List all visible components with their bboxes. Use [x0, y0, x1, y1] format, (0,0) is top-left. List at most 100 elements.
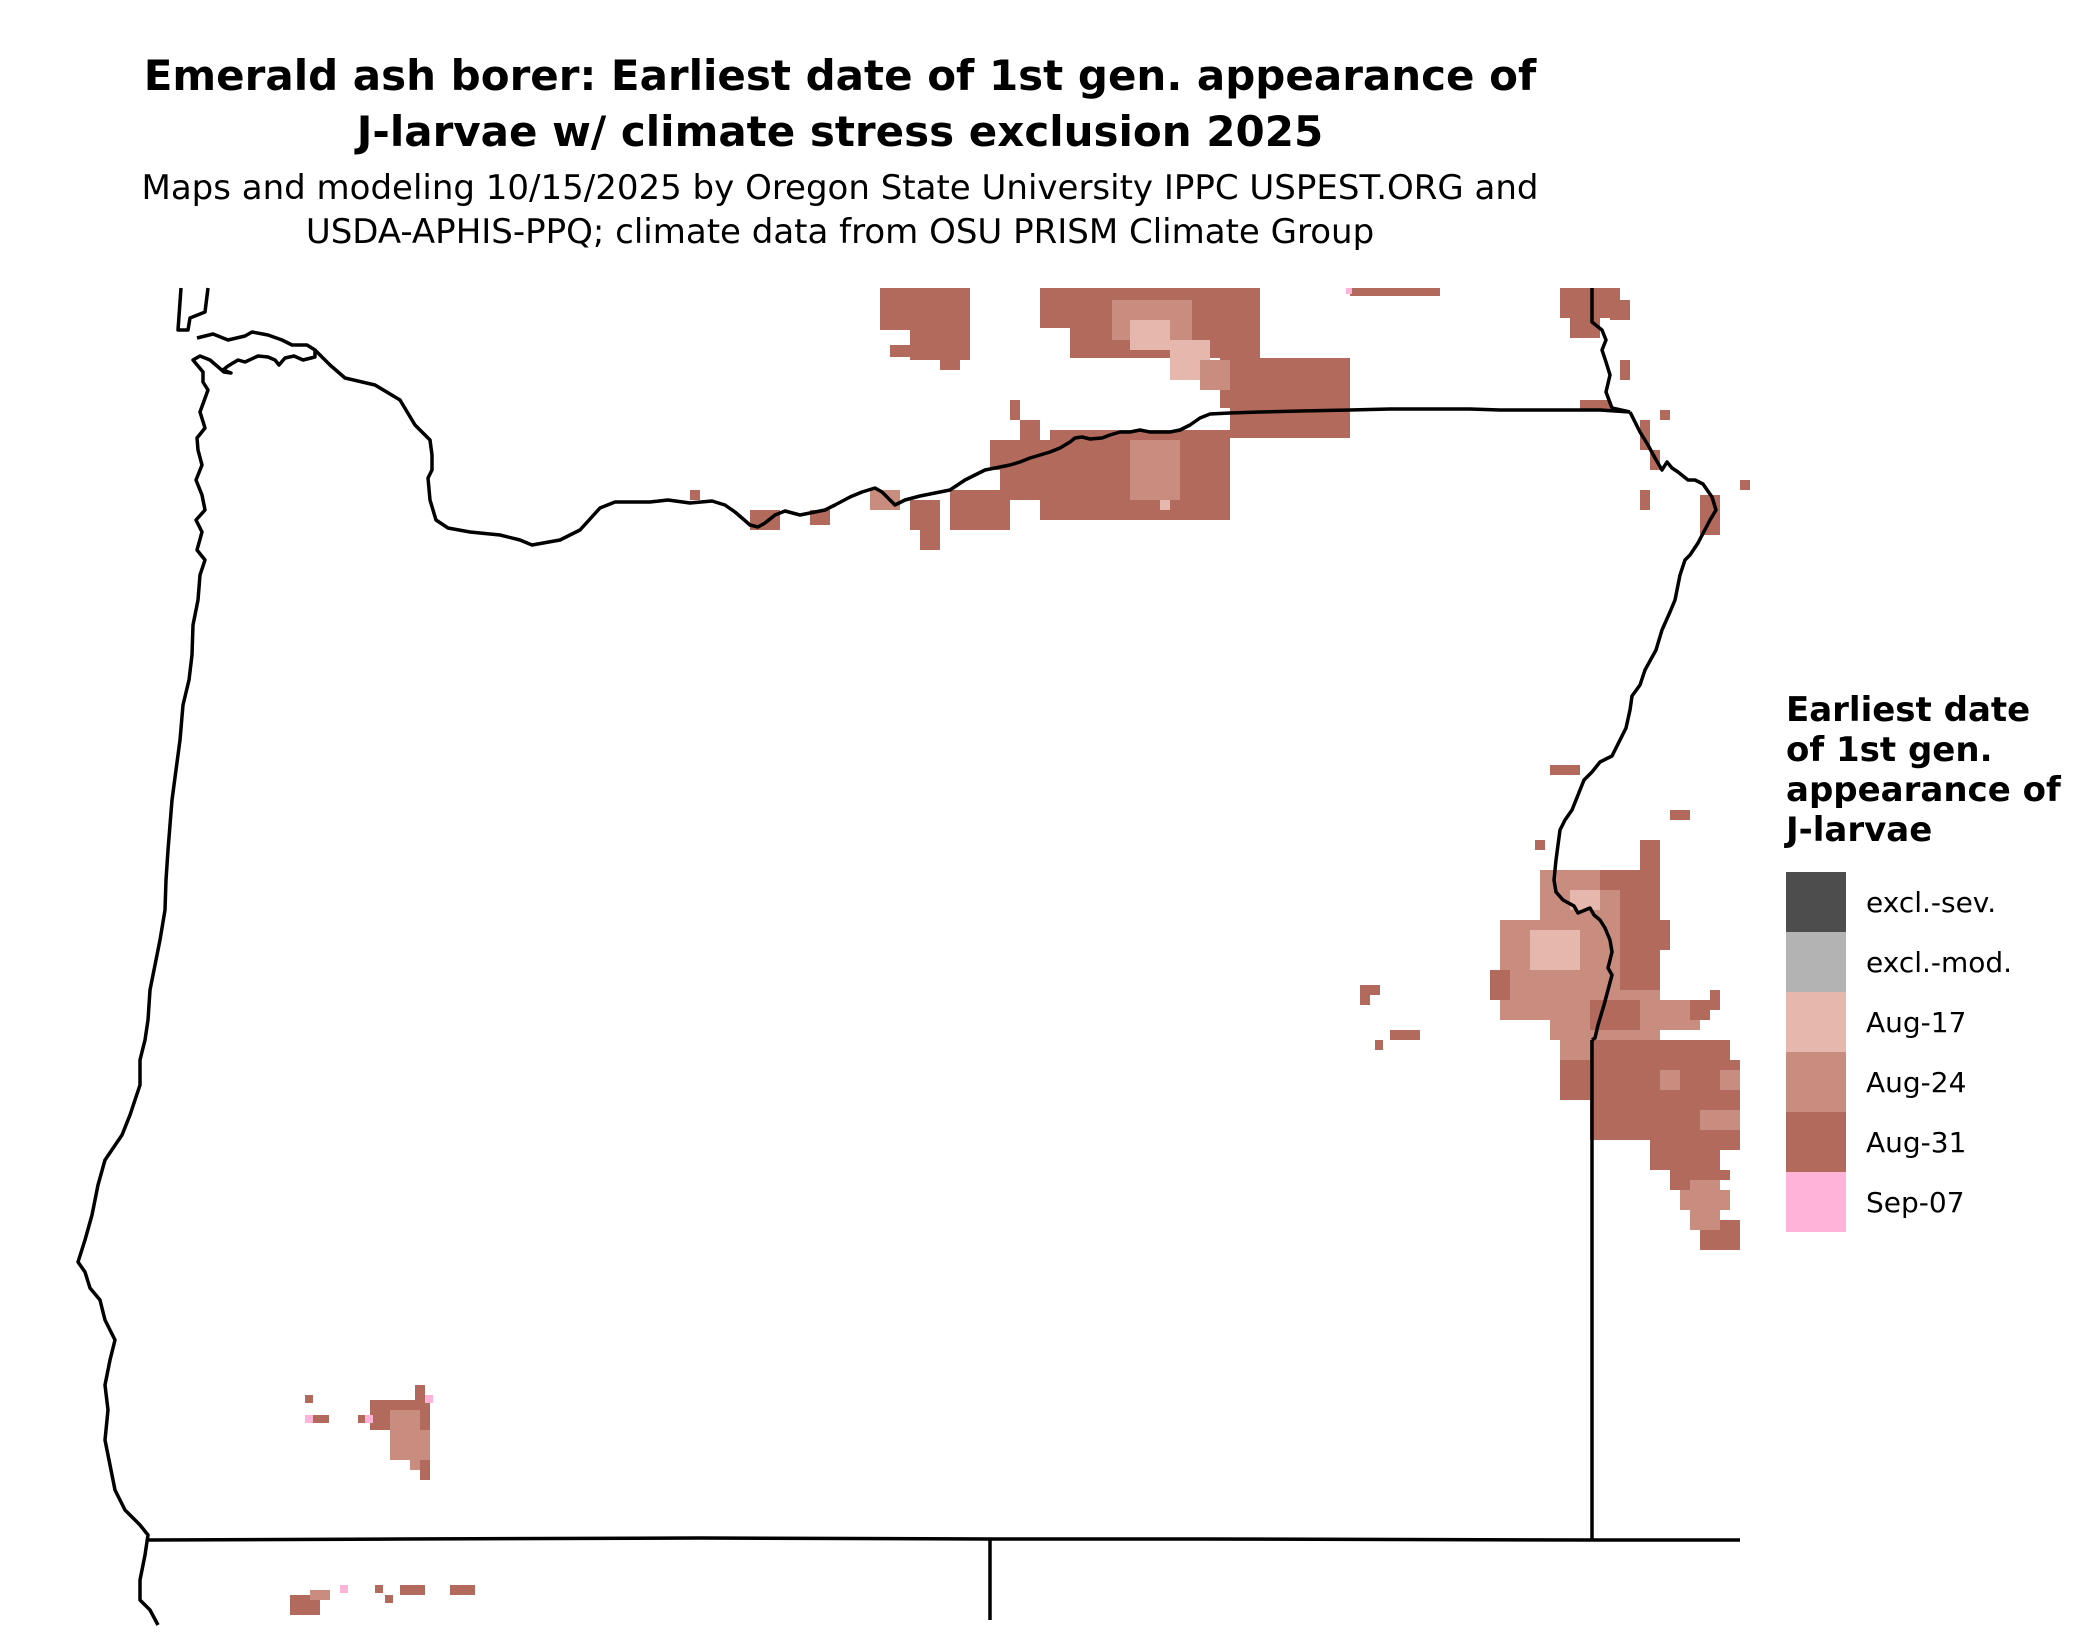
raster-patch	[1370, 985, 1380, 995]
raster-patch	[1700, 495, 1720, 535]
legend-item-aug-17: Aug-17	[1786, 992, 2086, 1052]
raster-region-southwest	[290, 1385, 475, 1615]
raster-patch	[1650, 1150, 1720, 1170]
raster-patch	[358, 1415, 368, 1423]
map-subtitle-line-1: Maps and modeling 10/15/2025 by Oregon S…	[141, 168, 1539, 208]
raster-patch	[1346, 288, 1352, 294]
map-title: Emerald ash borer: Earliest date of 1st …	[90, 48, 1590, 160]
legend-label: excl.-sev.	[1866, 885, 1997, 919]
raster-patch	[1660, 920, 1670, 950]
raster-patch	[1040, 470, 1060, 520]
raster-patch	[1700, 1230, 1720, 1250]
legend-swatch	[1786, 872, 1846, 932]
map-title-line-1: Emerald ash borer: Earliest date of 1st …	[143, 51, 1537, 100]
raster-patch	[1690, 1170, 1730, 1180]
legend-label: Aug-31	[1866, 1125, 1967, 1159]
raster-patch	[1670, 810, 1690, 820]
legend-item-aug-31: Aug-31	[1786, 1112, 2086, 1172]
raster-patch	[890, 345, 920, 357]
raster-patch	[1180, 460, 1200, 500]
raster-patch	[1700, 1110, 1740, 1130]
raster-patch	[375, 1585, 383, 1593]
raster-patch	[1640, 840, 1660, 870]
raster-patch	[1620, 360, 1630, 380]
oregon-coastline	[76, 287, 317, 1626]
raster-patch	[1010, 400, 1020, 420]
legend-title-line: of 1st gen.	[1786, 730, 1993, 770]
raster-patch	[880, 288, 970, 330]
raster-patch	[340, 1585, 348, 1593]
raster-patch	[1560, 1060, 1590, 1100]
legend-label: Aug-17	[1866, 1005, 1967, 1039]
raster-patch	[1720, 1220, 1740, 1250]
raster-patch	[1570, 318, 1600, 338]
raster-patch	[1570, 890, 1600, 910]
legend-item-excl-sev: excl.-sev.	[1786, 872, 2086, 932]
raster-region-north	[690, 288, 1750, 550]
raster-patch	[1290, 420, 1340, 438]
map-subtitle-line-2: USDA-APHIS-PPQ; climate data from OSU PR…	[305, 212, 1375, 252]
map-title-line-2: J-larvae w/ climate stress exclusion 202…	[356, 107, 1324, 156]
raster-patch	[1640, 490, 1650, 510]
raster-patch	[870, 490, 900, 510]
raster-patch	[420, 1460, 430, 1480]
raster-patch	[1490, 970, 1510, 1000]
raster-patch	[690, 490, 700, 500]
raster-patch	[1620, 880, 1660, 990]
legend-swatch	[1786, 1112, 1846, 1172]
raster-patch	[1280, 365, 1350, 425]
legend-item-sep-07: Sep-07	[1786, 1172, 2086, 1232]
raster-patch	[1660, 410, 1670, 420]
columbia-river-border	[313, 348, 1631, 547]
raster-patch	[1350, 288, 1400, 296]
legend-swatch	[1786, 992, 1846, 1052]
raster-patch	[1710, 990, 1720, 1010]
raster-patch	[400, 1585, 425, 1595]
raster-patch	[1200, 360, 1230, 390]
raster-patch	[950, 490, 1010, 530]
map-subtitle: Maps and modeling 10/15/2025 by Oregon S…	[90, 166, 1590, 254]
raster-patch	[1640, 420, 1650, 450]
raster-patch	[1670, 1170, 1690, 1190]
boundary-lines	[76, 287, 1740, 1626]
raster-patch	[1390, 1030, 1420, 1040]
raster-patch	[1680, 1190, 1730, 1210]
snake-river-border	[1552, 411, 1718, 1042]
raster-patch	[365, 1415, 373, 1423]
legend-swatch	[1786, 1052, 1846, 1112]
legend-title-line: Earliest date	[1786, 690, 2031, 730]
raster-patch	[1660, 1070, 1680, 1090]
raster-patch	[1220, 505, 1230, 515]
raster-patch	[425, 1395, 433, 1403]
raster-patch	[940, 360, 960, 370]
raster-patch	[1580, 400, 1610, 410]
raster-patch	[385, 1595, 393, 1603]
raster-patch	[1610, 300, 1630, 320]
raster-patch	[1200, 440, 1220, 520]
legend-label: Sep-07	[1866, 1185, 1965, 1219]
raster-patch	[1720, 1070, 1740, 1090]
raster-patch	[1740, 480, 1750, 490]
legend-item-excl-mod: excl.-mod.	[1786, 932, 2086, 992]
raster-patch	[310, 1590, 330, 1600]
raster-patch	[450, 1585, 475, 1595]
raster-patch	[1690, 1210, 1720, 1230]
legend-title-line: J-larvae	[1786, 810, 1933, 850]
raster-patch	[1690, 1000, 1710, 1020]
raster-patch	[1130, 320, 1170, 350]
raster-patch	[305, 1415, 313, 1423]
raster-patch	[1020, 420, 1040, 440]
raster-patch	[1530, 930, 1580, 970]
legend-title: Earliest date of 1st gen. appearance of …	[1786, 690, 2086, 850]
raster-patch	[1160, 500, 1170, 510]
raster-patch	[305, 1395, 313, 1403]
raster-patch	[313, 1415, 329, 1423]
raster-patch	[1650, 1130, 1740, 1150]
legend-item-aug-24: Aug-24	[1786, 1052, 2086, 1112]
raster-region-east	[1360, 765, 1740, 1250]
raster-patch	[1375, 1040, 1383, 1050]
raster-patch	[1620, 1040, 1730, 1060]
raster-patch	[920, 530, 940, 550]
raster-patch	[1535, 840, 1545, 850]
